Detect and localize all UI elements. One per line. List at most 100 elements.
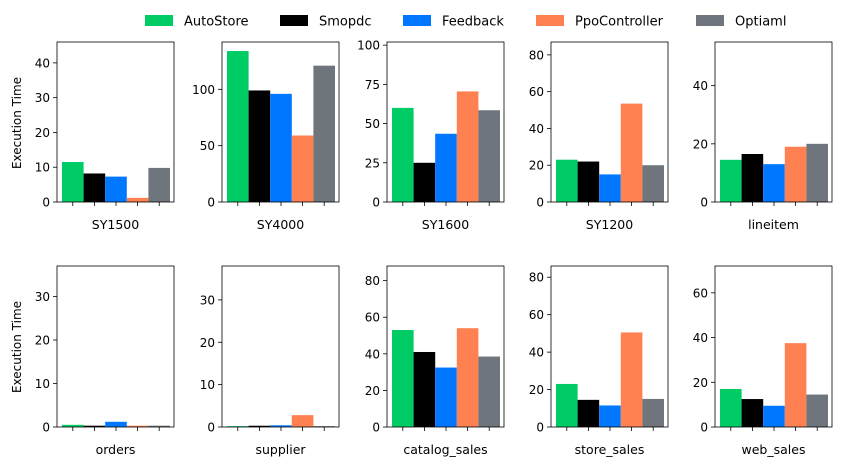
bar-sy1200-ppocontroller — [620, 103, 643, 202]
y-tick-label: 0 — [42, 421, 50, 435]
bar-sy4000-optiaml — [313, 65, 335, 202]
y-tick-label: 0 — [536, 196, 544, 210]
bar-sy1600-smopdc — [413, 162, 436, 202]
y-tick-label: 10 — [200, 378, 215, 392]
category-label-sy4000: SY4000 — [257, 217, 304, 232]
bar-supplier-smopdc — [248, 425, 271, 427]
panel-frame — [386, 265, 505, 428]
y-tick-label: 25 — [365, 156, 380, 170]
y-tick-label: 0 — [536, 421, 544, 435]
y-tick-label: 20 — [529, 159, 544, 173]
category-label-sy1600: SY1600 — [422, 217, 469, 232]
bar-sy4000-autostore — [227, 51, 249, 202]
bar-sy4000-feedback — [270, 93, 292, 202]
category-label-orders: orders — [96, 442, 136, 457]
bar-web-sales-optiaml — [806, 394, 828, 427]
panel-lineitem: 0 20 40 lineitem — [693, 41, 833, 232]
bar-web-sales-feedback — [763, 405, 785, 427]
y-tick-label: 0 — [700, 421, 708, 435]
y-tick-label: 20 — [693, 137, 708, 151]
y-tick-label: 20 — [200, 336, 215, 350]
legend-label-autostore: AutoStore — [184, 15, 249, 30]
panel-frame — [221, 41, 340, 203]
y-tick-label: 60 — [529, 85, 544, 99]
legend-swatch-autostore — [145, 15, 173, 26]
legend-label-smopdc: Smopdc — [319, 15, 372, 30]
category-label-catalog-sales: catalog_sales — [403, 442, 487, 457]
legend-label-ppocontroller: PpoController — [575, 15, 664, 30]
category-label-store-sales: store_sales — [575, 442, 645, 457]
legend-item-autostore: AutoStore — [145, 15, 249, 30]
panel-store-sales: 0 20 40 60 80 store_sales — [529, 265, 669, 457]
y-tick-label: 30 — [35, 290, 50, 304]
panel-frame — [714, 265, 833, 428]
bar-store-sales-smopdc — [577, 399, 600, 427]
y-tick-label: 40 — [365, 347, 380, 361]
y-tick-label: 80 — [365, 274, 380, 288]
legend-label-optiaml: Optiaml — [735, 15, 786, 30]
panel-sy4000: 0 50 100 SY4000 — [192, 41, 340, 232]
panel-web-sales: 0 20 40 60 web_sales — [693, 265, 833, 457]
y-tick-label: 80 — [529, 271, 544, 285]
y-tick-label: 20 — [365, 384, 380, 398]
bar-catalog-sales-smopdc — [413, 351, 436, 427]
panel-orders: 0 10 20 30 orders — [35, 265, 175, 457]
bar-store-sales-ppocontroller — [620, 332, 643, 427]
legend-swatch-optiaml — [696, 15, 724, 26]
bar-sy1500-feedback — [105, 176, 127, 202]
panel-frame — [56, 265, 175, 428]
y-tick-label: 10 — [35, 377, 50, 391]
bar-sy1600-optiaml — [478, 110, 500, 202]
y-tick-label: 100 — [192, 83, 215, 97]
bar-orders-autostore — [62, 424, 84, 427]
bar-orders-feedback — [105, 421, 127, 427]
y-tick-label: 60 — [529, 308, 544, 322]
bar-orders-ppocontroller — [126, 425, 149, 427]
y-axis-label-top: Execution Time — [10, 77, 24, 169]
bar-catalog-sales-feedback — [435, 367, 457, 427]
y-tick-label: 60 — [693, 286, 708, 300]
category-label-sy1200: SY1200 — [586, 217, 633, 232]
y-tick-label: 100 — [357, 39, 380, 53]
bar-catalog-sales-optiaml — [478, 356, 500, 427]
bar-orders-optiaml — [148, 425, 170, 427]
legend-item-feedback: Feedback — [403, 15, 504, 30]
y-tick-label: 0 — [372, 196, 380, 210]
legend-swatch-feedback — [403, 15, 431, 26]
bar-sy1500-autostore — [62, 162, 84, 202]
y-tick-label: 50 — [365, 117, 380, 131]
y-tick-label: 40 — [529, 346, 544, 360]
y-tick-label: 60 — [365, 311, 380, 325]
y-tick-label: 40 — [529, 122, 544, 136]
panel-supplier: 0 10 20 30 supplier — [200, 265, 340, 457]
bar-web-sales-ppocontroller — [784, 343, 807, 427]
legend-item-optiaml: Optiaml — [696, 15, 786, 30]
bar-sy1200-autostore — [556, 159, 578, 202]
y-tick-label: 20 — [529, 383, 544, 397]
y-tick-label: 75 — [365, 78, 380, 92]
panel-sy1600: 0 25 50 75 100 SY1600 — [357, 39, 505, 232]
y-tick-label: 0 — [700, 196, 708, 210]
bar-supplier-feedback — [270, 425, 292, 427]
bar-sy1200-optiaml — [642, 165, 664, 202]
y-tick-label: 20 — [35, 126, 50, 140]
bar-lineitem-smopdc — [741, 154, 764, 202]
bar-supplier-autostore — [227, 426, 249, 427]
legend-swatch-smopdc — [280, 15, 308, 26]
legend-item-smopdc: Smopdc — [280, 15, 372, 30]
legend-label-feedback: Feedback — [442, 15, 504, 30]
panel-frame — [56, 41, 175, 203]
legend-swatch-ppocontroller — [536, 15, 564, 26]
y-tick-label: 0 — [207, 196, 215, 210]
category-label-supplier: supplier — [255, 442, 306, 457]
y-tick-label: 0 — [372, 421, 380, 435]
bar-lineitem-ppocontroller — [784, 146, 807, 202]
category-label-sy1500: SY1500 — [92, 217, 139, 232]
y-tick-label: 30 — [35, 91, 50, 105]
bar-sy4000-smopdc — [248, 90, 271, 202]
bar-sy4000-ppocontroller — [291, 135, 314, 202]
bar-catalog-sales-autostore — [392, 330, 414, 427]
bar-sy1500-smopdc — [83, 173, 106, 202]
bar-supplier-ppocontroller — [291, 415, 314, 427]
